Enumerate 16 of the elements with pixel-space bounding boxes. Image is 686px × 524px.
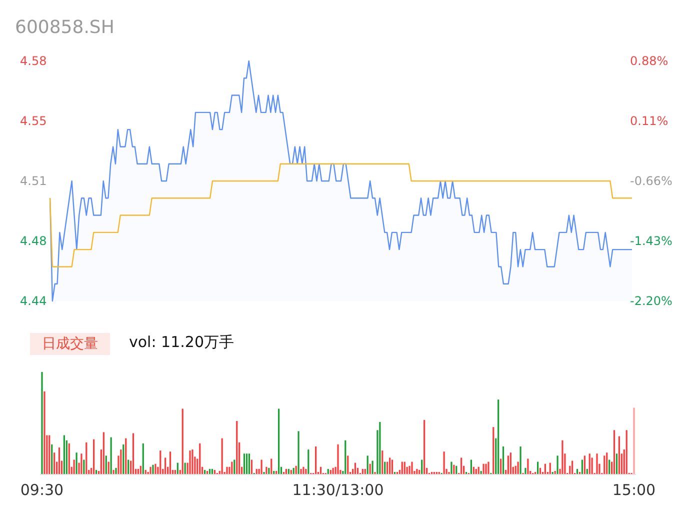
y-tick-label: 4.51 <box>20 174 47 188</box>
y2-tick-label: 0.11% <box>630 114 668 128</box>
y2-tick-label: 0.88% <box>630 54 668 68</box>
y-tick-label: 4.48 <box>20 234 47 248</box>
chart-title: 600858.SH <box>15 17 114 38</box>
y2-tick-label: -0.66% <box>630 174 672 188</box>
y-tick-label: 4.44 <box>20 294 47 308</box>
y2-tick-label: -2.20% <box>630 294 672 308</box>
chart-subtitle: vol: 11.20万手 <box>129 333 234 351</box>
y2-tick-label: -1.43% <box>630 234 672 248</box>
x-tick-label: 15:00 <box>612 481 656 499</box>
chart-title: 日成交量 <box>42 336 98 352</box>
y-tick-label: 4.58 <box>20 54 47 68</box>
x-tick-label: 09:30 <box>20 481 64 499</box>
y-tick-label: 4.55 <box>20 114 47 128</box>
x-tick-label: 11:30/13:00 <box>292 481 384 499</box>
